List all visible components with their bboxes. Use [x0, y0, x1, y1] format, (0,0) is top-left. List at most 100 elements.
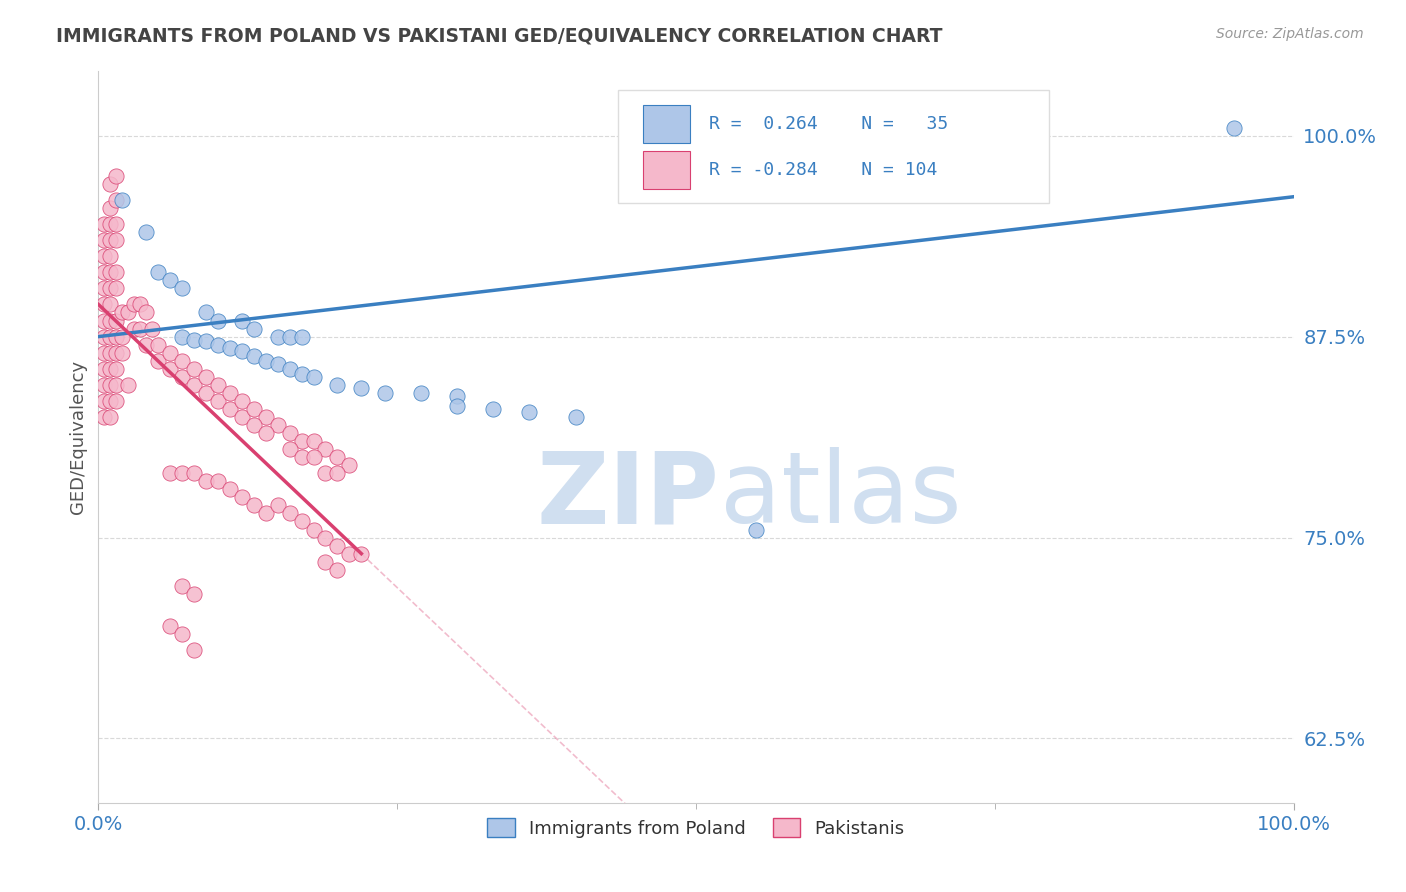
Point — [302, 369, 325, 384]
Point — [350, 381, 373, 395]
Point — [291, 329, 314, 343]
Point — [98, 265, 122, 279]
Point — [183, 333, 205, 347]
Point — [231, 491, 253, 505]
Y-axis label: GED/Equivalency: GED/Equivalency — [69, 360, 87, 514]
Point — [254, 507, 277, 521]
Point — [231, 344, 253, 359]
Point — [315, 467, 337, 481]
Point — [98, 313, 122, 327]
Point — [117, 377, 139, 392]
Point — [98, 249, 122, 263]
Point — [124, 297, 146, 311]
Point — [195, 385, 218, 400]
Point — [98, 345, 122, 359]
Point — [207, 475, 229, 489]
Point — [105, 393, 128, 408]
Point — [93, 329, 115, 343]
Point — [446, 399, 468, 413]
Point — [243, 417, 266, 432]
Point — [93, 377, 115, 392]
Point — [267, 329, 290, 343]
Text: Source: ZipAtlas.com: Source: ZipAtlas.com — [1216, 27, 1364, 41]
Point — [98, 297, 122, 311]
Point — [159, 345, 181, 359]
Point — [93, 217, 115, 231]
Point — [93, 249, 115, 263]
Point — [315, 442, 337, 457]
Point — [93, 409, 115, 424]
Point — [148, 337, 170, 351]
Point — [105, 329, 128, 343]
Point — [111, 193, 134, 207]
Point — [339, 547, 361, 561]
Point — [195, 334, 218, 349]
Point — [98, 393, 122, 408]
Point — [302, 523, 325, 537]
Point — [207, 313, 229, 327]
Point — [195, 369, 218, 384]
Point — [93, 393, 115, 408]
Point — [745, 523, 768, 537]
Point — [172, 353, 194, 368]
Point — [183, 361, 205, 376]
Point — [159, 273, 181, 287]
Point — [1223, 120, 1246, 135]
Point — [267, 357, 290, 371]
Point — [207, 377, 229, 392]
Point — [565, 409, 588, 424]
Text: R =  0.264    N =   35: R = 0.264 N = 35 — [709, 115, 949, 133]
Point — [291, 515, 314, 529]
Point — [291, 450, 314, 465]
Point — [93, 233, 115, 247]
Point — [129, 321, 152, 335]
Text: ZIP: ZIP — [537, 447, 720, 544]
Point — [93, 265, 115, 279]
Point — [93, 297, 115, 311]
Point — [172, 579, 194, 593]
Point — [105, 345, 128, 359]
Point — [148, 265, 170, 279]
Point — [98, 329, 122, 343]
Point — [183, 587, 205, 601]
Point — [446, 389, 468, 403]
Point — [105, 193, 128, 207]
Point — [207, 337, 229, 351]
Point — [326, 450, 349, 465]
Point — [243, 401, 266, 416]
Text: atlas: atlas — [720, 447, 962, 544]
FancyBboxPatch shape — [619, 90, 1049, 203]
Point — [243, 499, 266, 513]
Point — [326, 377, 349, 392]
Point — [219, 385, 242, 400]
Point — [517, 405, 540, 419]
Text: R = -0.284    N = 104: R = -0.284 N = 104 — [709, 161, 938, 179]
Point — [291, 367, 314, 381]
Point — [183, 643, 205, 657]
Point — [111, 305, 134, 319]
Point — [98, 361, 122, 376]
Point — [195, 475, 218, 489]
Point — [254, 409, 277, 424]
Point — [93, 345, 115, 359]
Point — [291, 876, 314, 890]
Point — [278, 442, 301, 457]
Point — [278, 329, 301, 343]
Point — [98, 177, 122, 191]
Point — [326, 539, 349, 553]
Point — [105, 377, 128, 392]
Point — [231, 313, 253, 327]
Point — [159, 619, 181, 633]
Point — [105, 169, 128, 183]
Point — [135, 305, 157, 319]
Point — [93, 281, 115, 295]
Point — [243, 349, 266, 363]
Point — [117, 305, 139, 319]
Point — [105, 361, 128, 376]
Point — [374, 385, 396, 400]
Point — [172, 329, 194, 343]
Point — [98, 201, 122, 215]
Point — [267, 499, 290, 513]
Point — [219, 483, 242, 497]
Point — [291, 434, 314, 449]
